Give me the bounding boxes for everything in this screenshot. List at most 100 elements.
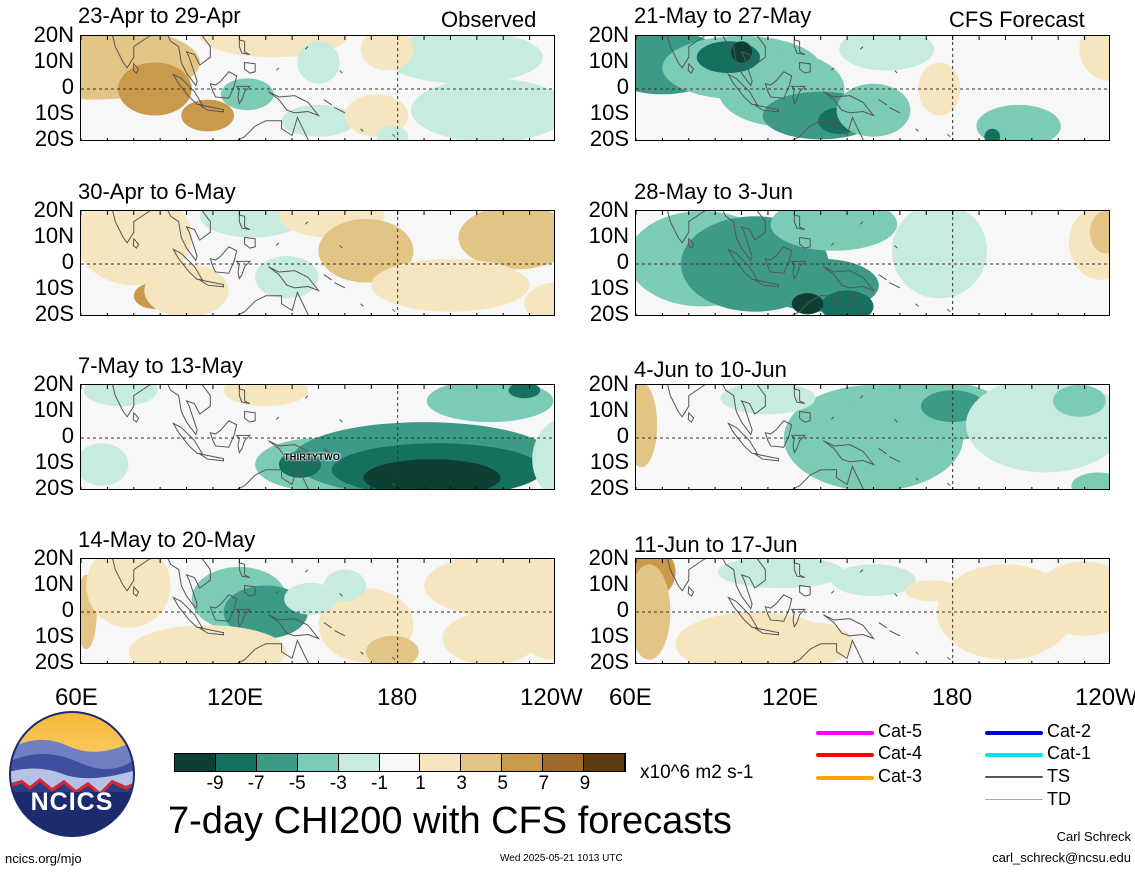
lat-label: 10S <box>589 100 629 125</box>
map-panel <box>80 210 555 316</box>
lat-label: 20S <box>34 649 74 674</box>
colorbar-swatch <box>338 754 380 771</box>
lat-label: 10S <box>34 100 74 125</box>
lat-label: 10S <box>34 623 74 648</box>
footer-timestamp: Wed 2025-05-21 1013 UTC <box>500 853 623 864</box>
colorbar-swatch <box>502 754 544 771</box>
ncics-logo: NCICS <box>8 710 136 838</box>
legend-label: Cat-1 <box>1047 743 1092 763</box>
lat-label: 10N <box>588 223 629 248</box>
map-panel <box>635 35 1110 141</box>
lat-label: 10N <box>33 571 74 596</box>
footer-email: carl_schreck@ncsu.edu <box>992 850 1131 865</box>
panel-title: 14-May to 20-May <box>78 527 256 552</box>
lat-label: 10S <box>589 275 629 300</box>
map-panel <box>80 384 555 490</box>
footer-author: Carl Schreck <box>1056 829 1131 844</box>
colorbar-tick: -1 <box>371 773 388 794</box>
colorbar-swatch <box>461 754 503 771</box>
lat-label: 10N <box>33 223 74 248</box>
lat-label: 0 <box>61 249 74 274</box>
lat-label: 10S <box>589 449 629 474</box>
legend-label: Cat-4 <box>878 743 923 763</box>
colorbar-tick: -3 <box>329 773 347 794</box>
colorbar-tick: -7 <box>247 773 265 794</box>
lat-label: 10N <box>588 571 629 596</box>
lat-label: 20S <box>589 301 629 326</box>
lat-label: 20N <box>33 371 74 396</box>
map-panel <box>80 35 555 141</box>
panel-tag-forecast: CFS Forecast <box>949 7 1085 32</box>
main-title: 7-day CHI200 with CFS forecasts <box>168 800 732 842</box>
lon-label: 120E <box>762 684 819 711</box>
panel-title: 28-May to 3-Jun <box>634 179 793 204</box>
lat-label: 10N <box>588 48 629 73</box>
colorbar-swatch <box>175 754 216 771</box>
panel-tag-observed: Observed <box>441 7 537 32</box>
map-panel <box>635 558 1110 664</box>
panel-title: 4-Jun to 10-Jun <box>634 357 787 382</box>
map-panel <box>635 210 1110 316</box>
lat-label: 20S <box>34 301 74 326</box>
lon-label: 60E <box>55 684 98 711</box>
lat-label: 10N <box>588 397 629 422</box>
colorbar-swatch <box>215 754 257 771</box>
lat-label: 20N <box>588 22 629 47</box>
colorbar-swatch <box>297 754 339 771</box>
lat-label: 20S <box>34 475 74 500</box>
lat-label: 20N <box>33 545 74 570</box>
legend-line <box>985 731 1043 735</box>
lat-label: 20N <box>33 22 74 47</box>
storm-label: THIRTYTWO <box>284 452 341 462</box>
lat-label: 20N <box>588 545 629 570</box>
legend-line <box>816 731 874 735</box>
lat-label: 10N <box>33 48 74 73</box>
lon-label: 120W <box>520 684 583 711</box>
lat-label: 0 <box>616 249 629 274</box>
lon-label: 60E <box>609 684 652 711</box>
lat-label: 20S <box>589 475 629 500</box>
logo-text: NCICS <box>30 788 114 816</box>
lat-label: 20S <box>34 126 74 151</box>
lat-label: 20S <box>589 126 629 151</box>
lat-label: 10S <box>34 449 74 474</box>
legend-line <box>816 776 874 780</box>
colorbar-tick: 7 <box>538 773 550 794</box>
colorbar-swatch <box>543 754 585 771</box>
colorbar-swatch <box>379 754 421 771</box>
lat-label: 10S <box>34 275 74 300</box>
legend-line <box>816 753 874 757</box>
panel-title: 11-Jun to 17-Jun <box>634 532 798 557</box>
colorbar-swatch <box>584 754 625 771</box>
lon-label: 120E <box>207 684 264 711</box>
legend-label: Cat-3 <box>878 766 923 786</box>
colorbar-tick: -9 <box>206 773 224 794</box>
lat-label: 0 <box>616 74 629 99</box>
lat-label: 20N <box>588 197 629 222</box>
legend-label: Cat-2 <box>1047 721 1092 741</box>
lat-label: 20N <box>33 197 74 222</box>
lat-label: 0 <box>61 423 74 448</box>
lat-label: 0 <box>616 597 629 622</box>
lat-label: 0 <box>61 597 74 622</box>
lon-label: 180 <box>932 684 973 711</box>
legend-label: Cat-5 <box>878 721 923 741</box>
legend-line <box>985 799 1043 800</box>
lon-label: 120W <box>1075 684 1135 711</box>
map-panel <box>635 384 1110 490</box>
colorbar-swatch <box>420 754 462 771</box>
panel-title: 7-May to 13-May <box>78 353 244 378</box>
colorbar <box>174 753 626 772</box>
colorbar-tick: -5 <box>288 773 306 794</box>
legend-label: TD <box>1047 789 1071 809</box>
map-panel <box>80 558 555 664</box>
lat-label: 10N <box>33 397 74 422</box>
panel-title: 30-Apr to 6-May <box>78 179 236 204</box>
footer-url: ncics.org/mjo <box>5 851 82 866</box>
legend-line <box>985 776 1043 778</box>
panel-title: 21-May to 27-May <box>634 3 812 28</box>
lat-label: 20N <box>588 371 629 396</box>
lat-label: 20S <box>589 649 629 674</box>
colorbar-tick: 1 <box>415 773 426 794</box>
lon-label: 180 <box>377 684 418 711</box>
